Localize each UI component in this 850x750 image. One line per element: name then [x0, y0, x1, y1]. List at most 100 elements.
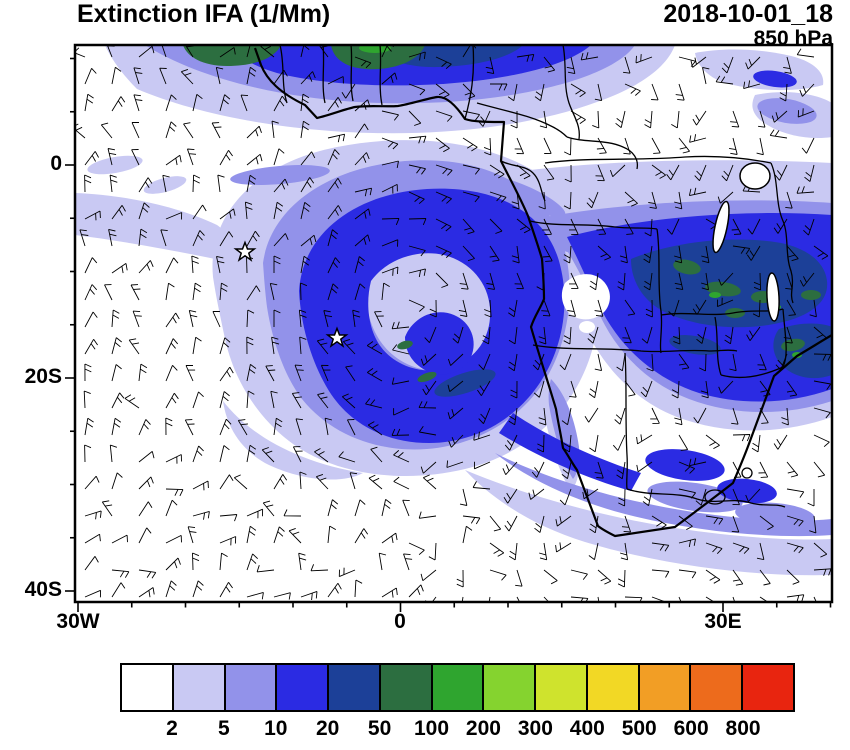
- star-marker-1: [233, 240, 257, 262]
- wind-barb: [109, 174, 118, 193]
- wind-barb: [484, 299, 492, 318]
- wind-barb: [192, 391, 204, 409]
- wind-barb: [478, 353, 491, 371]
- wind-barb: [219, 94, 231, 112]
- wind-barb: [84, 257, 98, 274]
- wind-barb: [435, 245, 452, 258]
- wind-barb: [219, 391, 230, 409]
- wind-barb: [138, 260, 154, 274]
- wind-barb: [732, 542, 750, 554]
- wind-barb: [543, 164, 555, 181]
- wind-barb: [489, 218, 503, 234]
- wind-barb: [612, 434, 626, 451]
- wind-barb: [592, 110, 600, 129]
- wind-barb: [511, 245, 520, 264]
- wind-barb: [420, 461, 437, 474]
- wind-barb: [796, 186, 815, 194]
- wind-barb: [689, 134, 707, 143]
- wind-barb: [488, 596, 491, 602]
- wind-barb: [111, 66, 122, 85]
- wind-barb: [774, 164, 788, 181]
- wind-barb: [133, 67, 143, 85]
- wind-barb: [561, 461, 572, 479]
- wind-barb: [216, 255, 225, 274]
- wind-barb: [594, 83, 603, 102]
- wind-barb: [435, 218, 452, 232]
- wind-barb: [192, 230, 205, 247]
- wind-barb: [273, 592, 291, 600]
- wind-barb: [759, 515, 774, 531]
- wind-barb: [678, 353, 690, 370]
- wind-barb: [489, 164, 505, 179]
- wind-barb: [420, 353, 437, 366]
- wind-barb: [211, 122, 222, 139]
- wind-barb: [316, 338, 329, 355]
- wind-barb: [246, 153, 263, 166]
- wind-barb: [219, 231, 234, 247]
- wind-barb: [516, 596, 521, 602]
- wind-barb: [180, 68, 194, 85]
- wind-barb: [237, 419, 248, 436]
- wind-barb: [273, 178, 289, 193]
- wind-barb: [365, 398, 383, 409]
- wind-barb: [538, 326, 547, 345]
- wind-barb: [570, 569, 588, 580]
- wind-barb: [617, 272, 626, 291]
- wind-barb: [588, 542, 599, 560]
- wind-barb: [489, 569, 507, 581]
- wind-barb: [327, 149, 340, 166]
- wind-barb: [563, 326, 572, 345]
- wind-barb: [165, 257, 179, 274]
- wind-barb: [651, 542, 670, 552]
- wind-barb: [636, 434, 653, 445]
- wind-barb: [797, 108, 815, 118]
- wind-barb: [354, 499, 366, 517]
- wind-barb: [435, 56, 452, 70]
- wind-barb: [666, 218, 680, 235]
- wind-barb: [246, 508, 264, 519]
- wind-barb: [111, 582, 126, 598]
- wind-barb: [452, 326, 464, 344]
- wind-barb: [418, 511, 437, 519]
- wind-barb: [666, 164, 680, 181]
- wind-barb: [743, 80, 761, 90]
- wind-barb: [596, 218, 607, 235]
- wind-barb: [635, 54, 653, 64]
- wind-barb: [342, 338, 356, 355]
- wind-barb: [759, 569, 771, 586]
- wind-barb: [448, 434, 464, 448]
- wind-barb: [564, 137, 572, 156]
- wind-barb: [327, 97, 342, 112]
- colorbar-tick-label-20: 20: [316, 717, 340, 740]
- wind-barb: [644, 218, 653, 237]
- wind-barb: [354, 208, 371, 220]
- wind-barb: [109, 444, 118, 463]
- wind-barb: [422, 380, 437, 396]
- wind-barb: [718, 272, 734, 286]
- wind-barb: [246, 66, 257, 85]
- wind-barb: [132, 310, 142, 328]
- wind-barb: [84, 363, 92, 382]
- wind-barb: [746, 326, 761, 341]
- wind-barb: [366, 341, 383, 355]
- wind-barb: [533, 380, 545, 398]
- wind-barb: [124, 394, 140, 409]
- wind-barb: [809, 515, 817, 534]
- wind-barb: [428, 542, 437, 561]
- wind-barb: [478, 407, 491, 425]
- wind-barb: [462, 245, 475, 262]
- wind-barb: [256, 565, 275, 573]
- wind-barb: [745, 488, 761, 502]
- wind-barb: [327, 525, 337, 544]
- wind-barb: [345, 365, 356, 382]
- wind-barb: [678, 434, 689, 451]
- wind-barb: [732, 488, 740, 506]
- wind-barb: [219, 582, 233, 598]
- wind-barb: [813, 596, 817, 602]
- wind-barb: [352, 309, 361, 328]
- wind-barb: [462, 191, 480, 203]
- wind-barb: [299, 336, 307, 355]
- wind-barb: [219, 282, 228, 301]
- wind-barb: [813, 461, 826, 478]
- wind-barb: [246, 364, 257, 382]
